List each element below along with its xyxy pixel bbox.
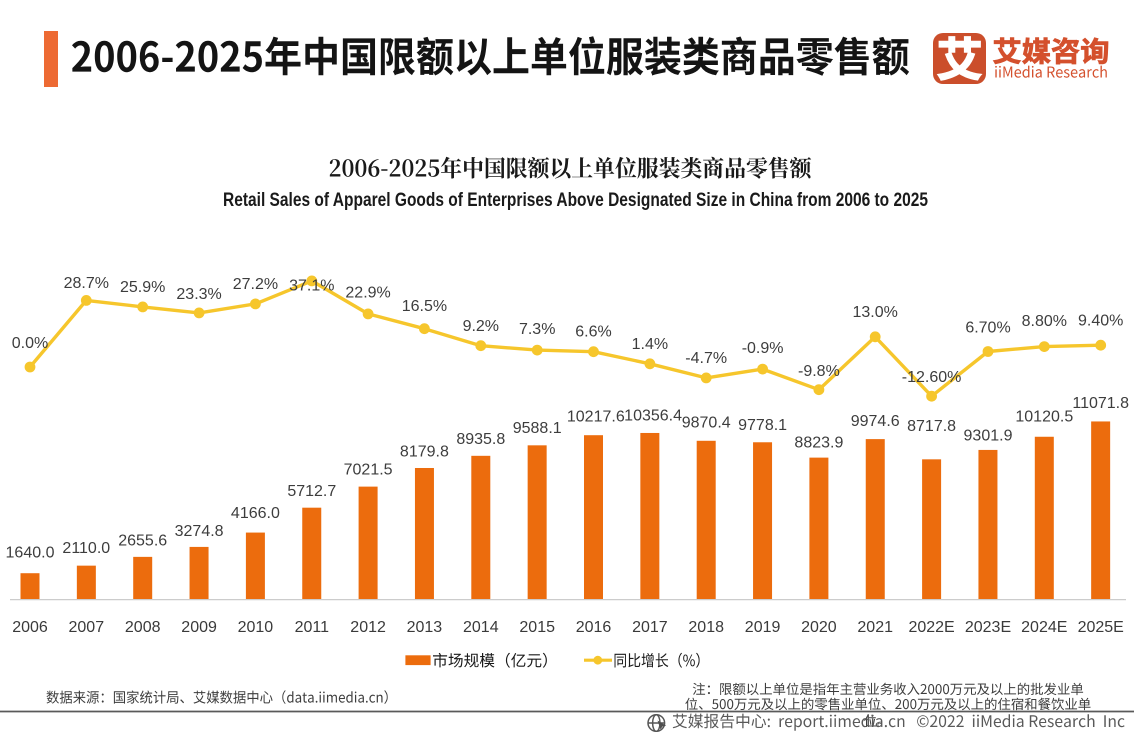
svg-text:6.70%: 6.70% <box>965 320 1010 337</box>
svg-text:8179.8: 8179.8 <box>400 443 449 460</box>
svg-text:2006: 2006 <box>12 619 48 636</box>
svg-text:37.1%: 37.1% <box>289 278 334 295</box>
svg-text:6.6%: 6.6% <box>575 324 611 341</box>
svg-text:4166.0: 4166.0 <box>231 505 280 522</box>
svg-text:2110.0: 2110.0 <box>62 540 110 557</box>
svg-text:Retail Sales of Apparel Goods: Retail Sales of Apparel Goods of Enterpr… <box>223 190 928 211</box>
svg-text:2016: 2016 <box>576 619 612 636</box>
svg-text:2014: 2014 <box>463 619 499 636</box>
svg-text:-12.60%: -12.60% <box>902 369 962 386</box>
svg-text:-0.9%: -0.9% <box>742 340 784 357</box>
svg-text:2015: 2015 <box>519 619 555 636</box>
svg-text:2020: 2020 <box>801 619 837 636</box>
svg-text:2009: 2009 <box>181 619 217 636</box>
svg-text:2655.6: 2655.6 <box>118 533 167 550</box>
svg-text:7.3%: 7.3% <box>519 321 555 338</box>
svg-text:0.0%: 0.0% <box>12 335 48 352</box>
svg-text:2023E: 2023E <box>965 619 1011 636</box>
svg-text:9.2%: 9.2% <box>463 318 499 335</box>
svg-text:8823.9: 8823.9 <box>794 434 843 451</box>
svg-text:16.5%: 16.5% <box>402 298 447 315</box>
svg-text:7021.5: 7021.5 <box>344 462 393 479</box>
svg-text:25.9%: 25.9% <box>120 279 165 296</box>
svg-text:2007: 2007 <box>69 619 105 636</box>
svg-text:11071.8: 11071.8 <box>1072 395 1129 412</box>
svg-text:2011: 2011 <box>295 619 330 636</box>
svg-text:2022E: 2022E <box>908 619 954 636</box>
svg-text:2018: 2018 <box>688 619 724 636</box>
svg-text:10356.4: 10356.4 <box>624 407 682 424</box>
svg-text:2013: 2013 <box>407 619 443 636</box>
svg-text:9588.1: 9588.1 <box>513 420 562 437</box>
svg-text:23.3%: 23.3% <box>176 286 221 303</box>
svg-text:1640.0: 1640.0 <box>6 545 55 562</box>
svg-text:13.0%: 13.0% <box>853 304 898 321</box>
svg-text:9870.4: 9870.4 <box>682 415 731 432</box>
svg-text:9778.1: 9778.1 <box>738 417 787 434</box>
svg-text:2012: 2012 <box>350 619 386 636</box>
svg-text:9301.9: 9301.9 <box>964 428 1013 445</box>
svg-text:22.9%: 22.9% <box>345 285 390 302</box>
svg-text:3274.8: 3274.8 <box>175 523 224 540</box>
svg-text:2024E: 2024E <box>1021 619 1067 636</box>
svg-text:27.2%: 27.2% <box>233 276 278 293</box>
svg-text:2008: 2008 <box>125 619 161 636</box>
svg-text:2025E: 2025E <box>1078 619 1124 636</box>
svg-text:-4.7%: -4.7% <box>685 350 727 367</box>
svg-text:2017: 2017 <box>632 619 668 636</box>
svg-text:2019: 2019 <box>745 619 781 636</box>
svg-text:9.40%: 9.40% <box>1078 312 1123 329</box>
svg-text:1.4%: 1.4% <box>632 336 668 353</box>
svg-text:8717.8: 8717.8 <box>907 418 956 435</box>
svg-text:2010: 2010 <box>238 619 274 636</box>
svg-text:8935.8: 8935.8 <box>456 431 505 448</box>
svg-text:2021: 2021 <box>857 619 893 636</box>
svg-text:8.80%: 8.80% <box>1022 313 1067 330</box>
svg-text:-9.8%: -9.8% <box>798 363 840 380</box>
svg-text:10120.5: 10120.5 <box>1015 409 1073 426</box>
svg-text:10217.6: 10217.6 <box>567 409 625 426</box>
svg-text:9974.6: 9974.6 <box>851 413 900 430</box>
svg-text:28.7%: 28.7% <box>64 275 109 292</box>
svg-text:5712.7: 5712.7 <box>287 483 336 500</box>
